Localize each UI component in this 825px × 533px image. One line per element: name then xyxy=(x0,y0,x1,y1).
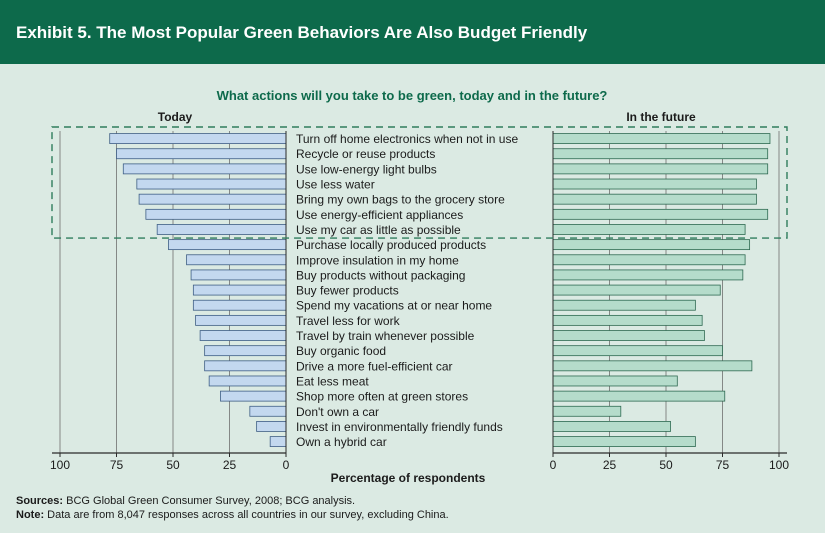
bar-today xyxy=(192,299,287,311)
bar-today xyxy=(190,269,287,281)
bar-future xyxy=(552,208,769,220)
category-label: Invest in environmentally friendly funds xyxy=(296,420,503,434)
category-label: Drive a more fuel-efficient car xyxy=(296,359,453,373)
bar-future xyxy=(552,193,757,205)
x-tick-label-today: 100 xyxy=(50,458,70,472)
category-label: Buy fewer products xyxy=(296,284,399,298)
bar-today xyxy=(168,239,287,251)
axis-layer: 100 75 50 25 0 0 25 50 75 100 xyxy=(50,131,789,472)
category-label: Travel less for work xyxy=(296,314,401,328)
bar-today xyxy=(208,375,287,387)
bar-future xyxy=(552,299,696,311)
category-label: Bring my own bags to the grocery store xyxy=(296,193,505,207)
bar-today xyxy=(269,436,287,447)
bar-future xyxy=(552,133,771,144)
category-label: Turn off home electronics when not in us… xyxy=(296,132,518,146)
category-label: Buy products without packaging xyxy=(296,268,465,282)
bar-today xyxy=(186,254,287,266)
chart-title: What actions will you take to be green, … xyxy=(217,88,608,103)
x-tick-label-today: 25 xyxy=(223,458,237,472)
exhibit-footer: Sources: BCG Global Green Consumer Surve… xyxy=(16,494,449,522)
category-label: Recycle or reuse products xyxy=(296,147,435,161)
x-tick-label-future: 75 xyxy=(716,458,730,472)
bar-future xyxy=(552,269,744,281)
sources-line: Sources: BCG Global Green Consumer Surve… xyxy=(16,494,449,508)
bar-future xyxy=(552,239,751,251)
x-tick-label-future: 0 xyxy=(550,458,557,472)
exhibit-title: Exhibit 5. The Most Popular Green Behavi… xyxy=(16,23,588,42)
x-tick-label-today: 75 xyxy=(110,458,124,472)
note-line: Note: Data are from 8,047 responses acro… xyxy=(16,508,449,522)
category-label: Own a hybrid car xyxy=(296,435,387,449)
category-label: Travel by train whenever possible xyxy=(296,329,475,343)
bar-future xyxy=(552,436,696,447)
bar-today xyxy=(249,405,287,417)
bar-today xyxy=(199,330,287,341)
category-label: Don't own a car xyxy=(296,405,379,419)
sources-label: Sources: xyxy=(16,495,64,507)
x-tick-label-future: 50 xyxy=(659,458,673,472)
bar-future xyxy=(552,254,746,266)
category-label: Shop more often at green stores xyxy=(296,390,468,404)
x-axis-title: Percentage of respondents xyxy=(331,471,486,485)
note-text: Data are from 8,047 responses across all… xyxy=(47,509,449,521)
bar-future xyxy=(552,345,723,357)
bar-future xyxy=(552,284,721,296)
bar-today xyxy=(195,314,287,326)
bar-future xyxy=(552,375,678,387)
bar-future xyxy=(552,163,769,175)
category-label: Spend my vacations at or near home xyxy=(296,299,492,313)
bar-today xyxy=(122,163,287,175)
top-behaviors-highlight-box xyxy=(51,126,788,239)
bar-today xyxy=(138,193,287,205)
category-label: Buy organic food xyxy=(296,344,386,358)
bar-future xyxy=(552,405,622,417)
panel-label-future: In the future xyxy=(626,110,696,124)
bar-today xyxy=(109,133,287,144)
x-tick-label-today: 0 xyxy=(283,458,290,472)
bar-today xyxy=(156,224,287,235)
panel-label-today: Today xyxy=(158,110,193,124)
x-tick-label-future: 100 xyxy=(769,458,789,472)
category-labels: Turn off home electronics when not in us… xyxy=(296,132,518,449)
bar-today xyxy=(256,421,287,432)
category-label: Improve insulation in my home xyxy=(296,253,459,267)
note-label: Note: xyxy=(16,509,45,521)
bar-today xyxy=(220,390,287,402)
category-label: Eat less meat xyxy=(296,374,369,388)
bar-future xyxy=(552,390,726,402)
bar-future xyxy=(552,330,705,341)
category-label: Purchase locally produced products xyxy=(296,238,486,252)
x-tick-label-today: 50 xyxy=(166,458,180,472)
category-label: Use less water xyxy=(296,178,375,192)
bar-future xyxy=(552,148,769,160)
bar-today xyxy=(204,360,287,372)
exhibit-header: Exhibit 5. The Most Popular Green Behavi… xyxy=(0,0,825,64)
category-label: Use low-energy light bulbs xyxy=(296,162,437,176)
x-tick-label-future: 25 xyxy=(603,458,617,472)
bar-today xyxy=(116,148,287,160)
category-label: Use my car as little as possible xyxy=(296,223,461,237)
sources-text: BCG Global Green Consumer Survey, 2008; … xyxy=(66,495,356,507)
butterfly-bar-chart: What actions will you take to be green, … xyxy=(49,88,790,485)
bar-today xyxy=(192,284,287,296)
bar-today xyxy=(136,178,287,190)
bar-future xyxy=(552,421,671,432)
bar-future xyxy=(552,178,757,190)
bar-future xyxy=(552,224,746,235)
bar-future xyxy=(552,314,703,326)
category-label: Use energy-efficient appliances xyxy=(296,208,463,222)
bar-today xyxy=(145,208,287,220)
bar-today xyxy=(204,345,287,357)
bar-future xyxy=(552,360,753,372)
